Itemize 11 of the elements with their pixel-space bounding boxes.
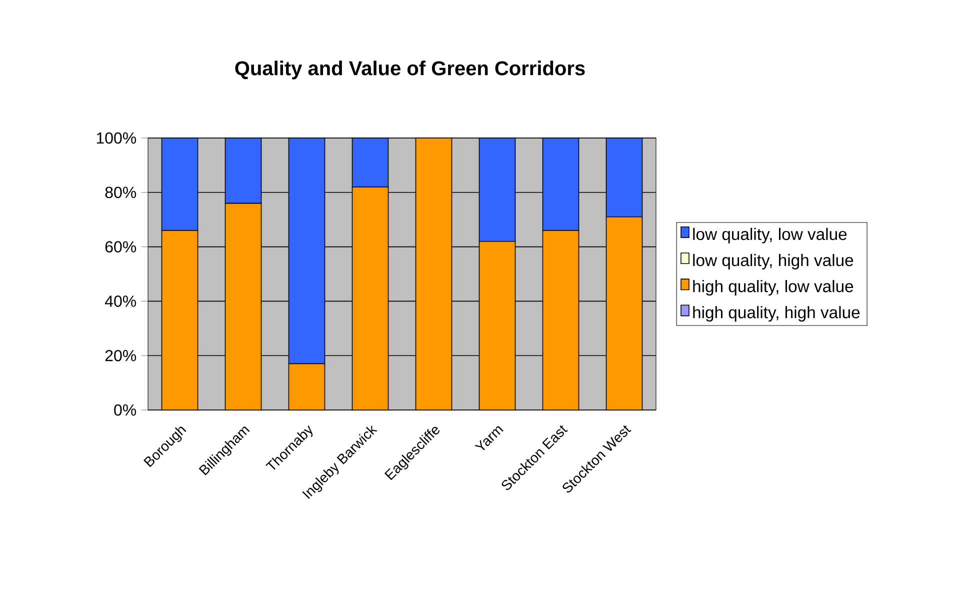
y-tick-label: 100% [96,132,136,144]
legend-label: low quality, low value [693,228,847,244]
y-tick-label: 0% [114,404,136,416]
y-tick-label: 80% [105,186,136,198]
legend-label: low quality, high value [693,254,854,270]
legend-label: high quality, high value [693,306,860,322]
y-tick-label: 60% [105,241,136,252]
y-tick-label: 20% [105,350,136,362]
legend-label: high quality, low value [693,280,854,296]
y-tick-label: 40% [104,296,136,307]
chart-title: Quality and Value of Green Corridors [235,60,585,80]
